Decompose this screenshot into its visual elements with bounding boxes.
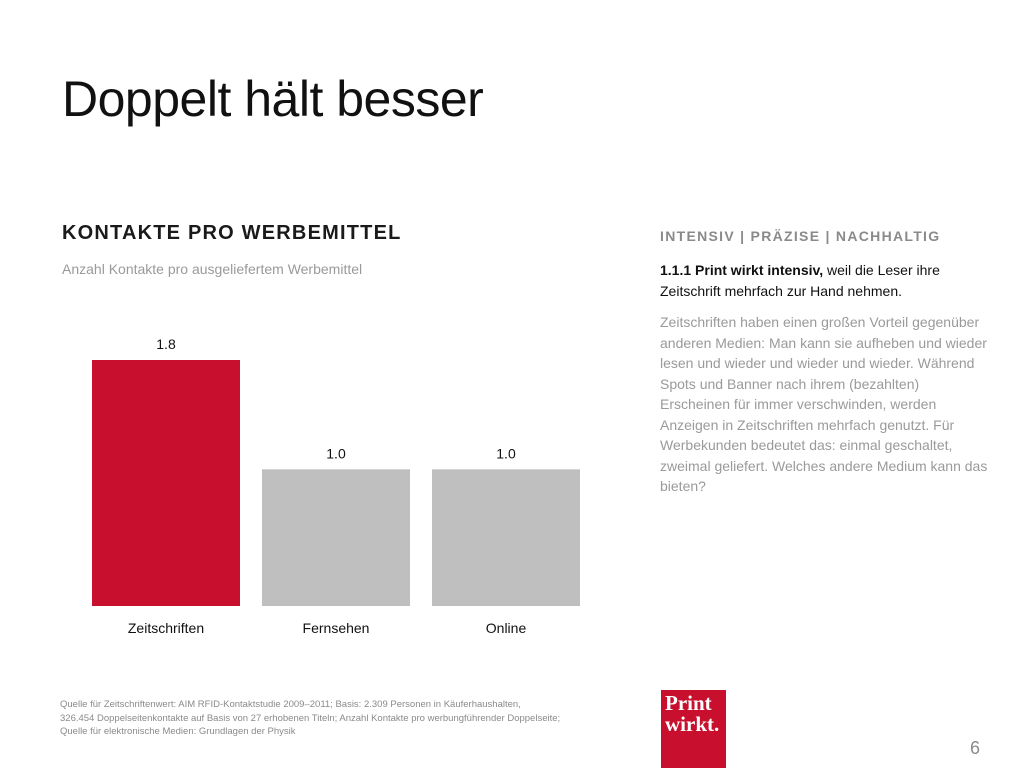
right-column: INTENSIV | PRÄZISE | NACHHALTIG 1.1.1 Pr… — [660, 228, 990, 497]
category-label: Zeitschriften — [128, 620, 204, 636]
bar-zeitschriften — [92, 360, 240, 606]
lead-paragraph: 1.1.1 Print wirkt intensiv, weil die Les… — [660, 260, 990, 302]
bar-value-label: 1.0 — [326, 445, 346, 461]
bar-fernsehen — [262, 469, 410, 606]
bar-online — [432, 469, 580, 606]
page-number: 6 — [969, 738, 980, 758]
bar-value-label: 1.8 — [156, 336, 176, 352]
source-note-line: Quelle für Zeitschriftenwert: AIM RFID-K… — [60, 699, 521, 710]
print-wirkt-logo: Print wirkt. — [661, 690, 726, 768]
body-paragraph: Zeitschriften haben einen großen Vorteil… — [660, 314, 988, 494]
lead-rest-text: weil die Leser ihre Zeitschrift mehrfach… — [660, 262, 940, 299]
bar-value-label: 1.0 — [496, 445, 516, 461]
tagline: INTENSIV | PRÄZISE | NACHHALTIG — [660, 228, 941, 244]
source-note-line: Quelle für elektronische Medien: Grundla… — [60, 726, 296, 737]
source-note: Quelle für Zeitschriftenwert: AIM RFID-K… — [60, 698, 640, 739]
logo-text-line: Print — [665, 691, 712, 715]
logo-text-line: wirkt. — [665, 712, 720, 736]
chart-heading: KONTAKTE PRO WERBEMITTEL — [62, 222, 402, 244]
source-note-line: 326.454 Doppelseitenkontakte auf Basis v… — [60, 712, 561, 724]
category-label: Online — [486, 620, 527, 636]
chart-subheading: Anzahl Kontakte pro ausgeliefertem Werbe… — [62, 261, 363, 277]
category-label: Fernsehen — [303, 620, 370, 636]
bar-chart: 1.8 Zeitschriften 1.0 Fernsehen 1.0 Online — [92, 336, 580, 636]
lead-bold-text: 1.1.1 Print wirkt intensiv, — [660, 262, 824, 278]
slide-title: Doppelt hält besser — [62, 71, 484, 127]
